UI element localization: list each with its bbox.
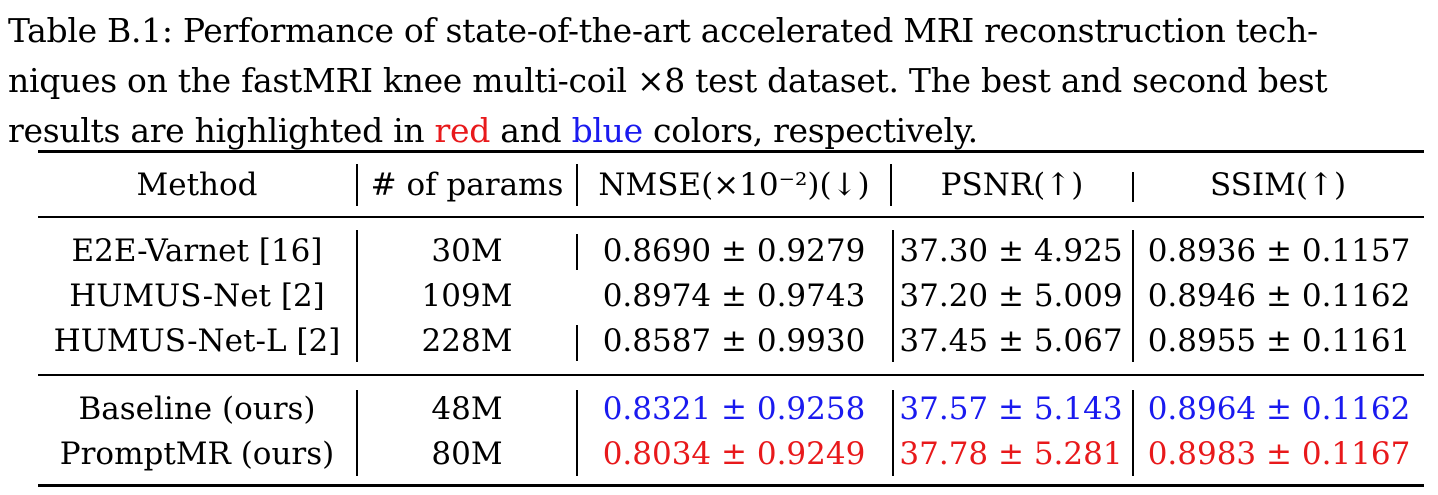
caption-text: and: [490, 111, 572, 150]
header-nmse: NMSE(×10⁻²)(↓): [598, 167, 870, 203]
column-divider: [356, 390, 358, 476]
header-divider: [356, 164, 358, 206]
cell-psnr-best: 37.78 ± 5.281: [899, 436, 1123, 472]
top-rule: [38, 150, 1424, 153]
cell-nmse: 0.8974 ± 0.9743: [602, 278, 866, 314]
bottom-rule: [38, 484, 1424, 487]
caption-blue-word: blue: [571, 111, 644, 150]
header-params: # of params: [370, 167, 564, 203]
caption-text: colors, respectively.: [642, 111, 978, 150]
cell-ssim: 0.8946 ± 0.1162: [1147, 278, 1411, 314]
group-rule: [38, 374, 1424, 376]
column-divider: [576, 325, 578, 361]
cell-method: HUMUS-Net-L [2]: [53, 323, 341, 359]
column-divider: [356, 230, 358, 362]
header-rule: [38, 216, 1424, 218]
caption-red-word: red: [434, 111, 491, 150]
cell-nmse-best: 0.8034 ± 0.9249: [602, 436, 866, 472]
caption-line-3: results are highlighted in red and blue …: [8, 106, 1430, 156]
column-divider: [892, 390, 894, 476]
cell-psnr: 37.45 ± 5.067: [899, 323, 1123, 359]
cell-params: 109M: [421, 278, 513, 314]
cell-psnr-second: 37.57 ± 5.143: [899, 391, 1123, 427]
cell-ssim: 0.8936 ± 0.1157: [1147, 233, 1411, 269]
cell-ssim-best: 0.8983 ± 0.1167: [1147, 436, 1411, 472]
header-ssim: SSIM(↑): [1209, 167, 1347, 203]
cell-psnr: 37.20 ± 5.009: [899, 278, 1123, 314]
cell-ssim-second: 0.8964 ± 0.1162: [1147, 391, 1411, 427]
cell-nmse: 0.8587 ± 0.9930: [602, 323, 866, 359]
column-divider: [892, 230, 894, 362]
cell-method: HUMUS-Net [2]: [69, 278, 325, 314]
column-divider: [1132, 390, 1134, 476]
cell-nmse-second: 0.8321 ± 0.9258: [602, 391, 866, 427]
cell-params: 228M: [421, 323, 513, 359]
cell-params: 30M: [431, 233, 503, 269]
caption-line-1: Table B.1: Performance of state-of-the-a…: [8, 11, 1318, 50]
cell-method: E2E-Varnet [16]: [71, 233, 323, 269]
column-divider: [576, 390, 578, 476]
header-divider: [890, 164, 892, 206]
column-divider: [1132, 230, 1134, 362]
header-psnr: PSNR(↑): [940, 167, 1084, 203]
cell-psnr: 37.30 ± 4.925: [899, 233, 1123, 269]
cell-method: PromptMR (ours): [59, 436, 335, 472]
table-caption: Table B.1: Performance of state-of-the-a…: [8, 6, 1430, 156]
cell-method: Baseline (ours): [78, 391, 316, 427]
cell-ssim: 0.8955 ± 0.1161: [1147, 323, 1411, 359]
column-divider: [576, 234, 578, 270]
caption-line-2: niques on the fastMRI knee multi-coil ×8…: [8, 61, 1328, 100]
cell-nmse: 0.8690 ± 0.9279: [602, 233, 866, 269]
cell-params: 48M: [431, 391, 503, 427]
header-divider: [1132, 172, 1134, 202]
header-method: Method: [136, 167, 258, 203]
header-divider: [576, 164, 578, 206]
cell-params: 80M: [431, 436, 503, 472]
caption-text: results are highlighted in: [8, 111, 435, 150]
